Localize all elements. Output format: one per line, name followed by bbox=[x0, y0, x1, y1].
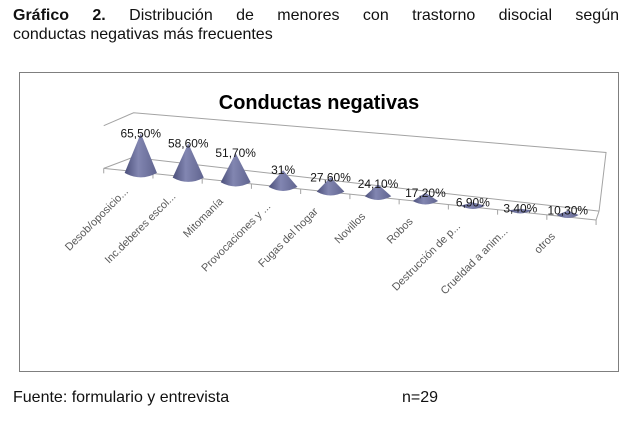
cone-bar-9 bbox=[508, 208, 532, 214]
value-label-1: 65,50% bbox=[121, 126, 162, 140]
value-label-7: 17,20% bbox=[405, 186, 446, 200]
cone-bar-5 bbox=[316, 177, 345, 196]
value-label-2: 58,60% bbox=[168, 136, 209, 150]
figure-title-part2: conductas negativas más frecuentes bbox=[13, 26, 273, 43]
cone-bar-8 bbox=[460, 202, 485, 209]
cone-chart: Conductas negativas Desob/oposicio...Inc… bbox=[63, 92, 607, 297]
cone-bar-3 bbox=[220, 153, 251, 187]
back-wall-edges bbox=[103, 112, 607, 212]
category-label-10: otros bbox=[532, 230, 558, 256]
value-label-9: 3,40% bbox=[503, 202, 537, 216]
figure-caption-line1: Gráfico 2. Distribución de menores con t… bbox=[13, 6, 619, 25]
cone-bar-1 bbox=[124, 133, 157, 178]
value-label-10: 10,30% bbox=[547, 204, 588, 218]
source-note: Fuente: formulario y entrevista bbox=[13, 389, 230, 406]
value-label-6: 24,10% bbox=[358, 177, 399, 191]
value-label-8: 6,90% bbox=[456, 195, 490, 209]
sample-size: n=29 bbox=[402, 389, 439, 406]
cone-bar-10 bbox=[556, 210, 579, 218]
category-label-3: Mitomanía bbox=[181, 195, 226, 240]
cone-bar-7 bbox=[412, 192, 439, 205]
chart-title: Conductas negativas bbox=[219, 92, 419, 114]
value-label-4: 31% bbox=[271, 163, 295, 177]
value-label-3: 51,70% bbox=[215, 146, 256, 160]
floor-right-edge bbox=[595, 210, 600, 221]
category-label-6: Novillos bbox=[333, 210, 369, 246]
category-label-7: Robos bbox=[385, 215, 416, 246]
value-label-5: 27,60% bbox=[310, 170, 351, 184]
cone-bar-2 bbox=[172, 143, 204, 182]
cone-series bbox=[124, 133, 579, 218]
figure-label: Gráfico 2. bbox=[13, 7, 106, 24]
data-value-labels: 65,50% 58,60% 51,70% 31% 27,60% 24,10% 17,20% 6… bbox=[121, 126, 589, 217]
cone-bar-4 bbox=[268, 170, 298, 191]
cone-bar-6 bbox=[364, 184, 392, 200]
figure-title-part1: Distribución de menores con trastorno di… bbox=[129, 7, 619, 24]
chart-frame: Conductas negativas Desob/oposicio... Inc… bbox=[19, 72, 619, 372]
figure-caption: Gráfico 2. Distribución de menores con t… bbox=[13, 6, 619, 44]
